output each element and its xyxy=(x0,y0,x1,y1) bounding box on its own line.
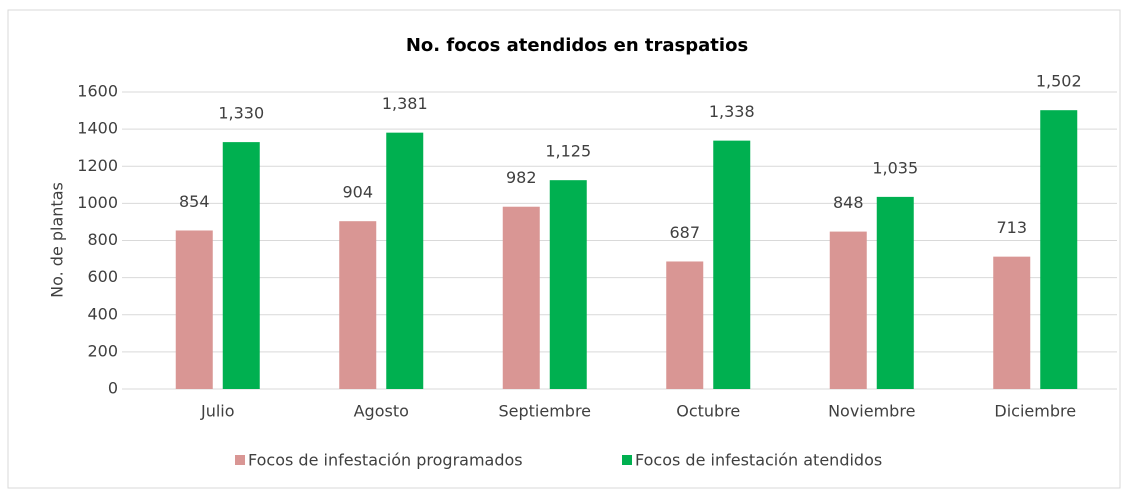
x-tick-label: Octubre xyxy=(676,402,740,421)
data-label: 687 xyxy=(669,223,700,242)
data-label: 1,338 xyxy=(709,102,755,121)
legend-label: Focos de infestación programados xyxy=(248,451,523,470)
data-label: 1,125 xyxy=(545,142,591,161)
bar xyxy=(993,256,1031,389)
y-tick-label: 1200 xyxy=(77,156,118,175)
y-tick-label: 0 xyxy=(108,379,118,398)
legend-label: Focos de infestación atendidos xyxy=(635,451,882,470)
data-label: 1,381 xyxy=(382,94,428,113)
data-label: 904 xyxy=(342,183,373,202)
bar xyxy=(666,261,704,389)
bar xyxy=(713,140,751,389)
x-tick-label: Diciembre xyxy=(994,402,1076,421)
bar xyxy=(876,196,914,389)
x-tick-label: Julio xyxy=(200,402,235,421)
bar xyxy=(339,221,377,389)
y-tick-label: 200 xyxy=(87,341,118,360)
x-tick-label: Septiembre xyxy=(498,402,591,421)
data-label: 848 xyxy=(833,193,864,212)
x-tick-label: Noviembre xyxy=(828,402,915,421)
data-label: 1,502 xyxy=(1036,72,1082,91)
y-axis-label: No. de plantas xyxy=(48,182,67,298)
chart-title: No. focos atendidos en traspatios xyxy=(406,35,748,56)
data-label: 713 xyxy=(996,218,1027,237)
y-tick-label: 600 xyxy=(87,267,118,286)
y-tick-label: 1400 xyxy=(77,119,118,138)
bar xyxy=(386,132,424,390)
bar xyxy=(829,231,867,389)
bar xyxy=(222,142,260,389)
y-tick-label: 800 xyxy=(87,230,118,249)
data-label: 854 xyxy=(179,192,210,211)
data-label: 982 xyxy=(506,168,537,187)
y-tick-label: 1600 xyxy=(77,82,118,101)
bar xyxy=(502,206,540,389)
x-tick-label: Agosto xyxy=(354,402,409,421)
bar xyxy=(175,230,213,389)
bar xyxy=(549,180,587,389)
y-tick-label: 1000 xyxy=(77,193,118,212)
legend-swatch xyxy=(235,455,245,465)
data-label: 1,035 xyxy=(872,158,918,177)
data-label: 1,330 xyxy=(218,104,264,123)
legend-swatch xyxy=(622,455,632,465)
y-tick-label: 400 xyxy=(87,304,118,323)
bar xyxy=(1040,110,1078,389)
